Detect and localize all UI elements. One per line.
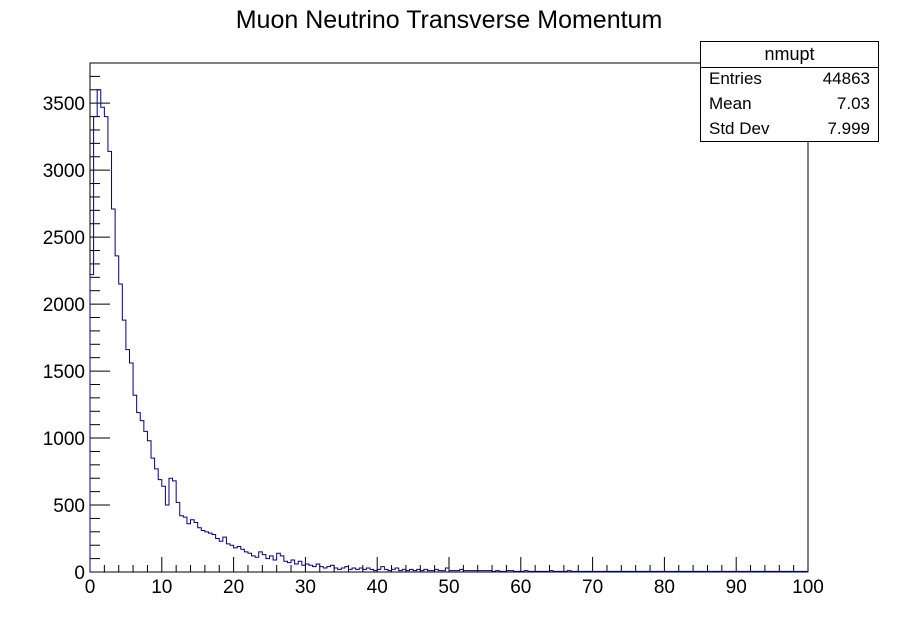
- stats-box: nmupt Entries 44863 Mean 7.03 Std Dev 7.…: [700, 41, 879, 142]
- y-tick-label: 0: [74, 563, 85, 584]
- x-tick-label: 30: [295, 577, 316, 598]
- stats-label-mean: Mean: [709, 94, 752, 113]
- y-tick-label: 1000: [43, 429, 85, 450]
- stats-value-stddev: 7.999: [827, 119, 870, 138]
- stats-label-entries: Entries: [709, 69, 762, 88]
- histogram-series-line: [89, 89, 809, 572]
- x-tick-label: 20: [223, 577, 244, 598]
- y-tick-label: 2000: [43, 295, 85, 316]
- y-tick-label: 2500: [43, 228, 85, 249]
- y-tick-label: 3500: [43, 94, 85, 115]
- y-tick-label: 3000: [43, 161, 85, 182]
- x-tick-label: 10: [151, 577, 172, 598]
- x-tick-label: 70: [582, 577, 603, 598]
- stats-box-title: nmupt: [764, 44, 815, 64]
- stats-label-stddev: Std Dev: [709, 119, 770, 138]
- y-tick-label: 1500: [43, 362, 85, 383]
- chart-title: Muon Neutrino Transverse Momentum: [235, 6, 663, 34]
- stats-row-mean: Mean 7.03: [701, 94, 878, 118]
- x-tick-label: 50: [438, 577, 459, 598]
- x-tick-label: 0: [85, 577, 96, 598]
- x-tick-label: 80: [654, 577, 675, 598]
- stats-row-entries: Entries 44863: [701, 69, 878, 93]
- stats-box-divider: [701, 67, 878, 68]
- stats-row-stddev: Std Dev 7.999: [701, 119, 878, 143]
- stats-value-entries: 44863: [822, 69, 870, 88]
- y-tick-label: 500: [53, 496, 85, 517]
- x-tick-label: 90: [726, 577, 747, 598]
- x-tick-label: 60: [510, 577, 531, 598]
- x-tick-label: 100: [792, 577, 824, 598]
- x-tick-label: 40: [367, 577, 388, 598]
- x-axis: 0 10 20 30 40 50 60 70 80 90 100: [85, 557, 824, 598]
- y-axis: 0 500 1000 1500 2000 2500 3000 3500: [43, 62, 110, 584]
- stats-value-mean: 7.03: [836, 94, 870, 113]
